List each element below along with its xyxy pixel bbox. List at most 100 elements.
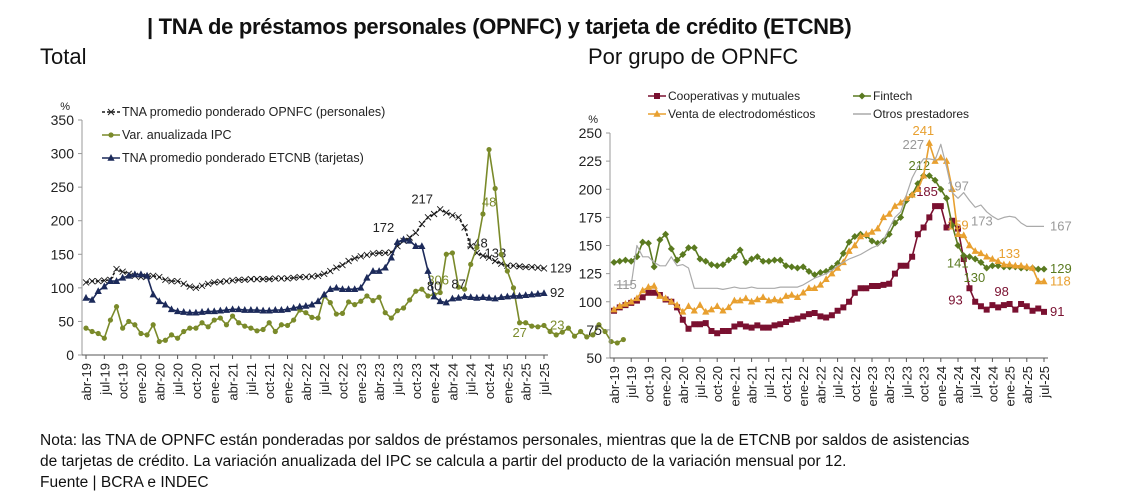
data-point — [259, 275, 267, 283]
data-point — [897, 198, 905, 206]
data-point — [253, 275, 261, 283]
data-point — [977, 258, 985, 266]
data-point — [822, 275, 830, 283]
data-point — [247, 306, 255, 313]
data-point — [143, 271, 151, 279]
x-stroke — [168, 277, 175, 285]
data-point — [708, 328, 715, 334]
data-point — [736, 296, 744, 304]
data-point — [326, 285, 334, 292]
x-stroke — [510, 262, 517, 270]
data-point — [965, 253, 973, 261]
data-point — [799, 263, 807, 271]
data-point — [112, 277, 121, 284]
data-point — [943, 194, 951, 202]
data-point — [651, 289, 658, 296]
x-stroke — [436, 205, 444, 213]
data-point — [621, 300, 630, 307]
data-point — [596, 322, 602, 328]
data-point — [553, 332, 559, 338]
legend-item: Var. anualizada IPC — [102, 128, 232, 142]
x-stroke — [253, 275, 261, 283]
data-point — [879, 213, 888, 221]
y-tick-label: 250 — [579, 125, 603, 141]
data-point — [620, 336, 626, 343]
data-point — [742, 294, 750, 302]
x-stroke — [155, 273, 163, 281]
data-point — [656, 236, 664, 244]
x-tick-label: jul-22 — [831, 366, 846, 399]
data-label: 227 — [902, 137, 924, 152]
data-point — [186, 308, 194, 316]
data-point — [155, 297, 163, 305]
x-tick-label: jul-23 — [390, 363, 405, 396]
data-point — [816, 269, 824, 276]
data-point — [571, 333, 578, 339]
x-stroke — [320, 270, 328, 278]
data-point — [639, 294, 646, 301]
data-point — [174, 307, 182, 315]
data-point — [302, 301, 310, 309]
data-label: 98 — [994, 284, 1008, 299]
data-point — [485, 254, 493, 261]
data-point — [823, 314, 830, 321]
x-stroke — [351, 254, 359, 262]
x-tick-label: ene-20 — [134, 363, 149, 403]
data-point — [88, 295, 96, 303]
data-point — [845, 247, 853, 254]
x-tick-label: abr-20 — [152, 363, 167, 401]
data-point — [290, 274, 297, 282]
data-point — [216, 306, 224, 314]
data-label: 80 — [427, 279, 441, 294]
data-point — [223, 277, 230, 285]
data-point — [869, 283, 875, 289]
data-point — [181, 328, 187, 335]
data-point — [972, 298, 979, 305]
legend-label: Cooperativas y mutuales — [668, 89, 800, 103]
data-point — [277, 306, 286, 313]
data-point — [193, 325, 199, 331]
y-tick-label: 100 — [51, 280, 75, 296]
data-point — [198, 282, 206, 290]
legend-label: Var. anualizada IPC — [122, 128, 232, 142]
data-point — [150, 322, 156, 328]
x-stroke — [375, 249, 383, 257]
data-point — [988, 262, 996, 270]
legend-item: Venta de electrodomésticos — [648, 107, 815, 121]
data-point — [180, 280, 188, 288]
data-point — [235, 276, 242, 284]
data-point — [217, 278, 224, 286]
data-point — [424, 267, 432, 274]
data-point — [82, 293, 90, 301]
data-point — [874, 224, 882, 232]
data-point — [644, 239, 652, 247]
data-point — [455, 284, 462, 290]
data-point — [278, 322, 285, 328]
data-point — [186, 283, 194, 290]
data-point — [811, 271, 819, 279]
x-tick-label: oct-19 — [641, 366, 656, 402]
data-point — [120, 325, 126, 331]
y-tick-label: 125 — [579, 266, 603, 282]
data-label: 141 — [947, 256, 969, 271]
x-tick-label: oct-20 — [710, 366, 725, 402]
y-tick-label: 50 — [58, 313, 74, 329]
x-stroke — [101, 277, 108, 284]
data-point — [1029, 307, 1036, 314]
data-point — [259, 306, 267, 314]
data-point — [639, 286, 647, 294]
x-stroke — [278, 275, 285, 282]
legend-label: Otros prestadores — [873, 107, 969, 121]
data-point — [247, 275, 255, 283]
data-point — [363, 251, 371, 259]
data-point — [375, 267, 383, 274]
data-point — [333, 264, 340, 272]
data-point — [1035, 305, 1042, 312]
data-point — [817, 313, 824, 320]
data-point — [236, 320, 242, 326]
x-stroke — [204, 280, 212, 288]
data-point — [113, 265, 120, 273]
data-point — [406, 236, 414, 244]
data-point — [137, 270, 145, 278]
